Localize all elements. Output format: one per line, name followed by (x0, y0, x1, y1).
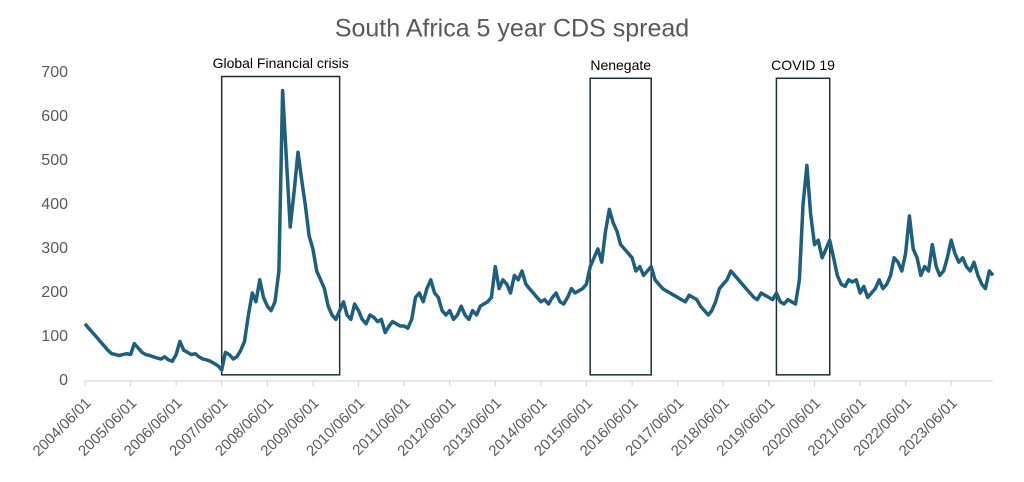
annotation-box (775, 77, 831, 376)
annotation-box (589, 77, 652, 376)
y-tick-label: 400 (41, 196, 68, 213)
y-tick-label: 200 (41, 284, 68, 301)
y-tick-label: 300 (41, 240, 68, 257)
y-tick-label: 700 (41, 64, 68, 81)
y-tick-label: 100 (41, 328, 68, 345)
annotation-label: Global Financial crisis (213, 55, 349, 71)
chart-title: South Africa 5 year CDS spread (335, 15, 689, 43)
annotation-label: COVID 19 (771, 57, 835, 73)
y-tick-label: 500 (41, 152, 68, 169)
y-tick-label: 0 (59, 372, 68, 389)
annotation-box (220, 75, 341, 376)
series-line (83, 88, 995, 372)
y-tick-label: 600 (41, 108, 68, 125)
annotation-label: Nenegate (590, 57, 651, 73)
